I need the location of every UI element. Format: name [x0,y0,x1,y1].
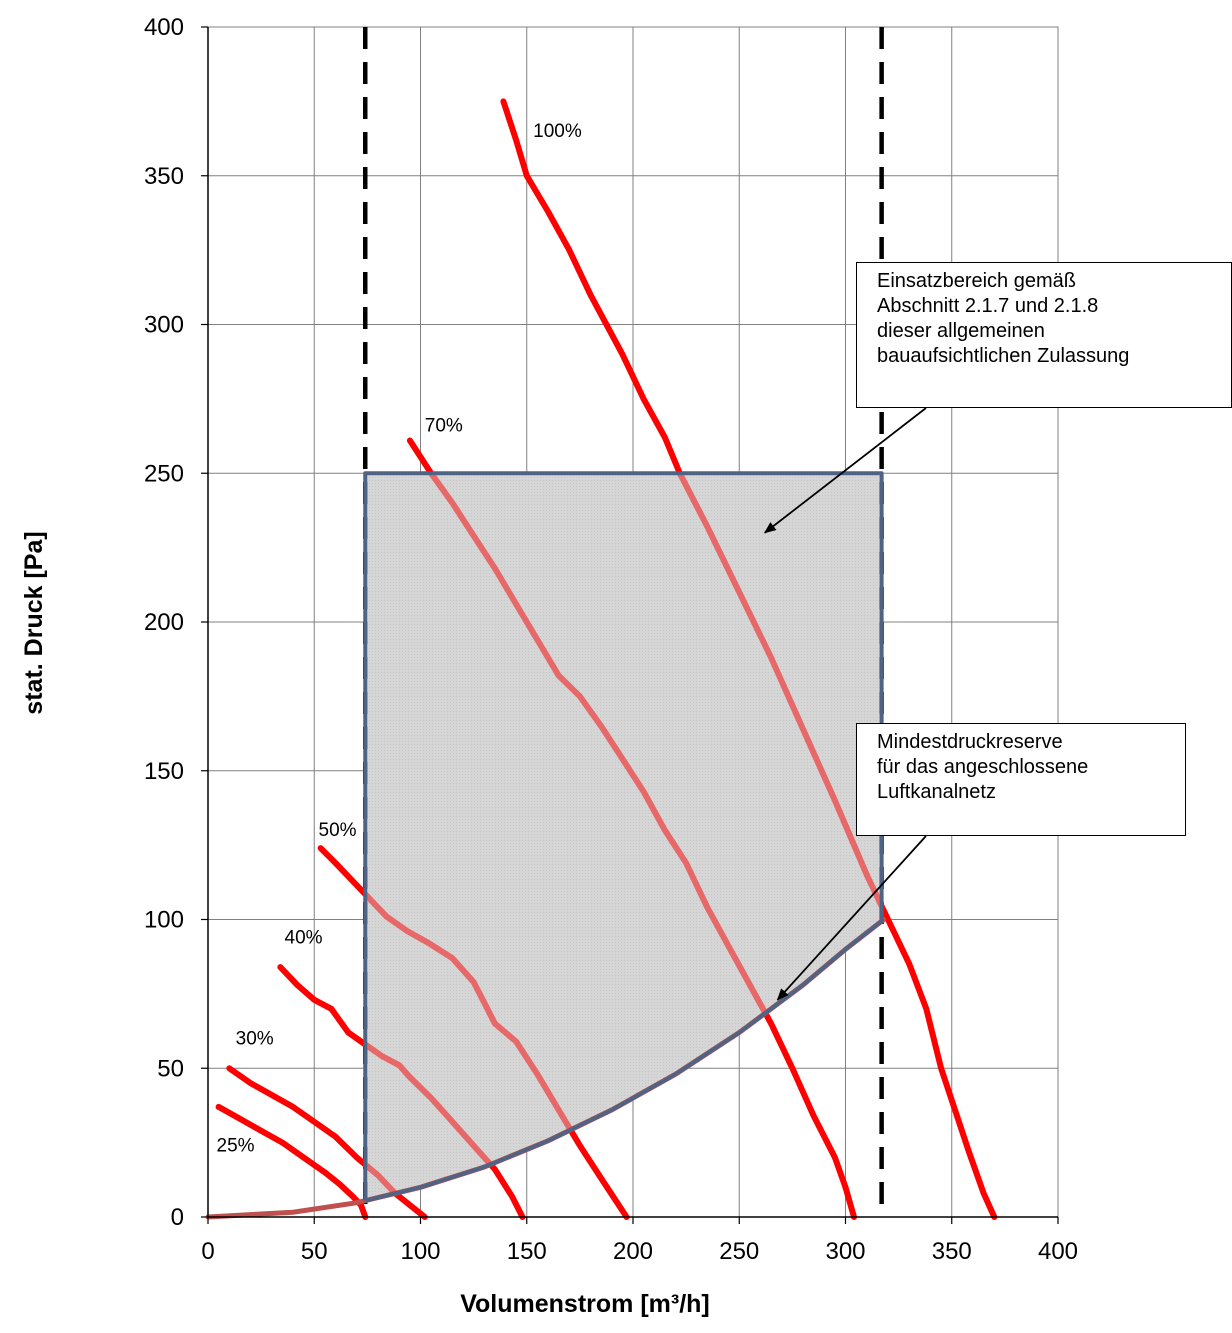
callout-arrow [776,835,927,1001]
curve-label-40: 40% [285,927,323,948]
y-tick-label: 350 [144,163,184,190]
y-tick-label: 300 [144,312,184,339]
x-axis-title: Volumenstrom [m³/h] [460,1290,710,1318]
y-tick-label: 50 [157,1055,184,1082]
callout-operating-range: Einsatzbereich gemäß Abschnitt 2.1.7 und… [856,262,1232,408]
axes: 0 50 100 150 200 250 300 350 400 0 50 100 150 200 250 3… [144,14,1078,1265]
callout-arrow [763,407,927,534]
y-tick-label: 200 [144,609,184,636]
x-tick-label: 400 [1038,1238,1078,1265]
y-axis-title: stat. Druck [Pa] [20,531,48,714]
callout-min-pressure-reserve: Mindestdruckreserve für das angeschlosse… [856,723,1186,836]
x-tick-label: 200 [613,1238,653,1265]
x-tick-label: 0 [201,1238,214,1265]
y-tick-label: 250 [144,460,184,487]
curve-label-50: 50% [319,820,357,841]
curve-label-25: 25% [217,1136,255,1157]
x-tick-label: 150 [507,1238,547,1265]
fan-curves [205,98,998,1220]
y-tick-label: 150 [144,758,184,785]
callout-arrows [763,407,927,1001]
x-tick-label: 300 [825,1238,865,1265]
x-tick-label: 350 [932,1238,972,1265]
x-tick-label: 250 [719,1238,759,1265]
y-tick-label: 100 [144,907,184,934]
operating-area-overlay [365,473,882,1201]
curve-label-30: 30% [236,1028,274,1049]
x-tick-label: 50 [301,1238,328,1265]
curve-label-70: 70% [425,416,463,437]
fan-curve-25 [215,1103,369,1220]
curve-label-100: 100% [533,121,582,142]
fan-curve-30 [226,1065,428,1220]
curve-labels: 25% 30% 40% 50% 70% 100% [217,121,582,1156]
operating-area-border [363,471,884,1203]
x-tick-label: 100 [400,1238,440,1265]
y-tick-label: 0 [171,1204,184,1231]
y-tick-label: 400 [144,14,184,41]
